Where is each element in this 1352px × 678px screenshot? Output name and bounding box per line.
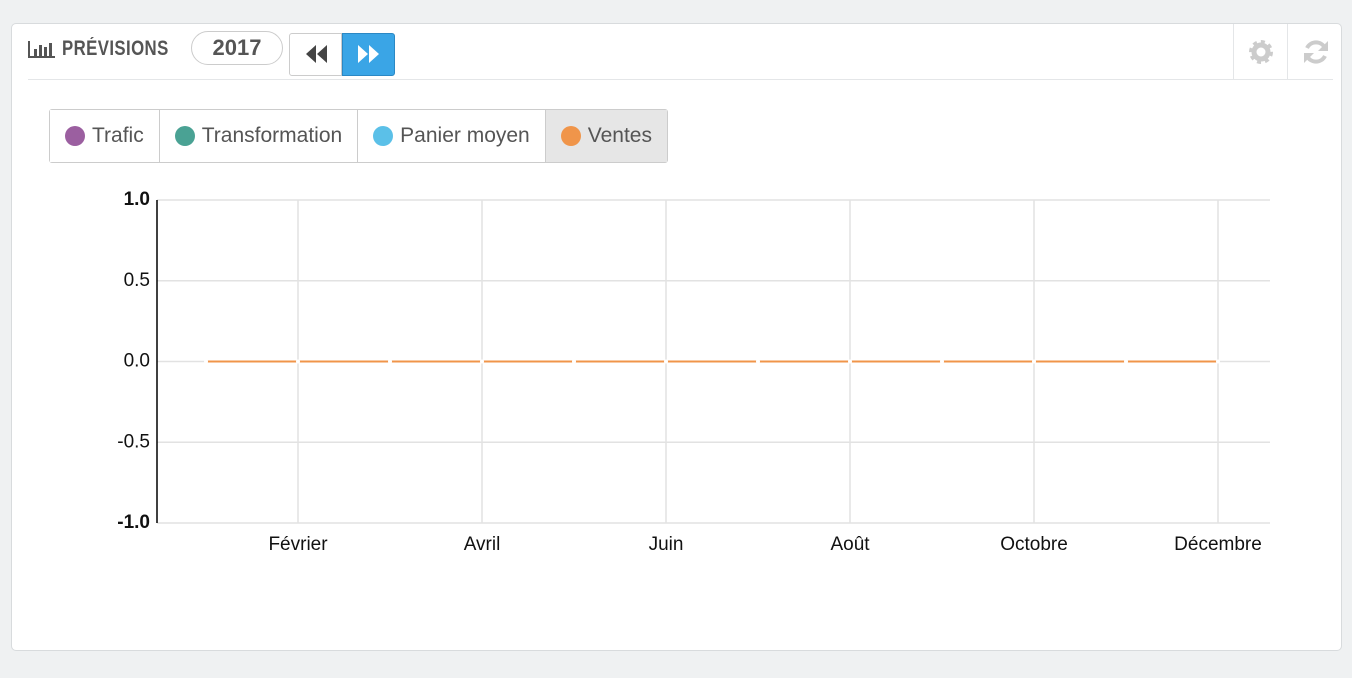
legend-label: Ventes [587, 124, 652, 147]
data-point [664, 359, 668, 364]
x-tick-label: Octobre [1000, 534, 1068, 555]
prev-button[interactable] [289, 33, 342, 76]
data-point [1124, 359, 1128, 364]
x-tick-label: Avril [464, 534, 501, 555]
settings-button[interactable] [1247, 38, 1275, 66]
next-icon [358, 45, 379, 63]
data-point [296, 359, 300, 364]
y-tick-label: -0.5 [117, 431, 150, 452]
chart-icon [28, 41, 55, 58]
data-point [572, 359, 576, 364]
legend-item[interactable]: Panier moyen [358, 110, 546, 162]
prev-icon [306, 45, 327, 63]
x-tick-label: Août [830, 534, 870, 555]
x-tick-label: Décembre [1174, 534, 1262, 555]
panel-header: PRÉVISIONS 2017 [28, 24, 1333, 80]
title: PRÉVISIONS [62, 37, 169, 60]
legend: Trafic Transformation Panier moyen Ventes [49, 109, 668, 163]
legend-label: Panier moyen [400, 124, 530, 147]
legend-dot [174, 126, 195, 146]
data-point [480, 359, 484, 364]
legend-dot [65, 126, 85, 146]
refresh-button[interactable] [1301, 38, 1331, 66]
legend-item[interactable]: Trafic [50, 110, 160, 162]
y-tick-label: -1.0 [117, 512, 150, 533]
legend-label: Trafic [92, 124, 144, 147]
data-point [388, 359, 392, 364]
data-point [940, 359, 944, 364]
legend-item[interactable]: Ventes [545, 110, 667, 162]
legend-dot [373, 126, 394, 146]
data-point [1216, 359, 1220, 364]
year: 2017 [191, 31, 283, 65]
x-tick-label: Février [268, 534, 328, 555]
y-tick-label: 0.0 [124, 351, 150, 372]
x-tick-label: Juin [649, 534, 684, 555]
next-button[interactable] [342, 33, 395, 76]
data-point [848, 359, 852, 364]
y-tick-label: 0.5 [124, 270, 150, 291]
panel: PRÉVISIONS 2017 Trafic Transformation Pani… [11, 23, 1342, 651]
y-tick-label: 1.0 [124, 189, 150, 210]
data-point [756, 359, 760, 364]
legend-dot [560, 126, 581, 146]
legend-label: Transformation [201, 124, 343, 147]
data-point [204, 359, 208, 364]
data-point [1032, 359, 1036, 364]
legend-item[interactable]: Transformation [159, 110, 359, 162]
